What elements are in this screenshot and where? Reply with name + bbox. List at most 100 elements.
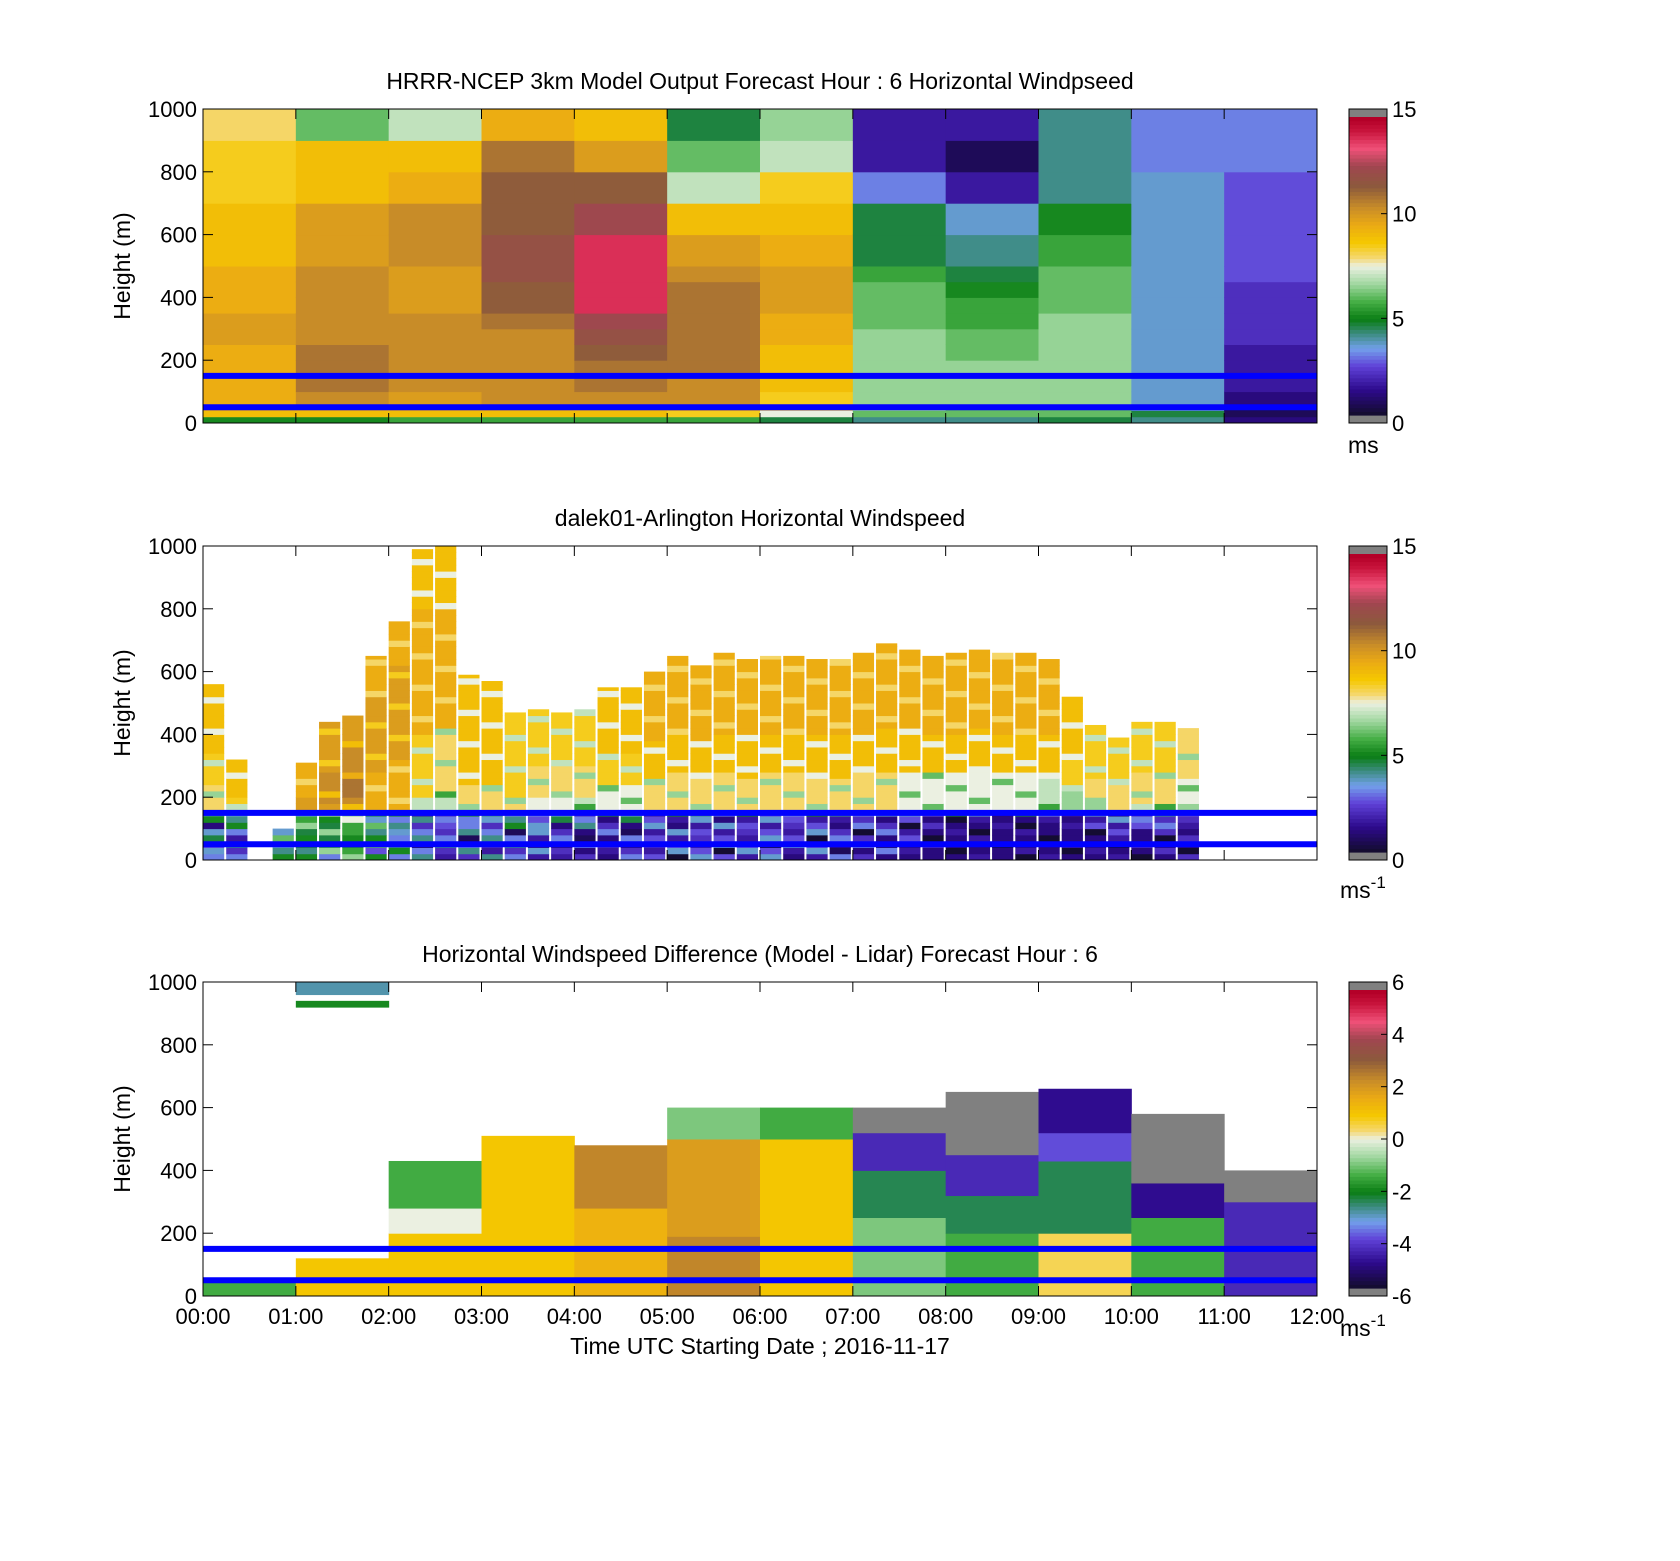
heatmap-cell	[527, 784, 550, 792]
heatmap-cell	[945, 772, 967, 779]
heatmap-cell	[968, 652, 991, 660]
colorbar-segment	[1349, 1146, 1387, 1151]
heatmap-cell	[1084, 822, 1107, 830]
heatmap-cell	[783, 728, 805, 735]
heatmap-cell	[829, 759, 851, 767]
heatmap-cell	[690, 797, 712, 804]
heatmap-cell	[1038, 109, 1132, 141]
heatmap-cell	[760, 375, 854, 393]
colorbar-segment	[1349, 143, 1387, 148]
heatmap-cell	[435, 621, 457, 629]
heatmap-cell	[992, 853, 1014, 861]
heatmap-cell	[968, 671, 991, 679]
heatmap-cell	[226, 853, 248, 861]
heatmap-cell	[783, 677, 805, 685]
heatmap-cell	[876, 790, 898, 798]
heatmap-cell	[1015, 803, 1037, 811]
heatmap-cell	[1038, 344, 1132, 361]
heatmap-cell	[1131, 266, 1225, 283]
heatmap-cell	[713, 659, 735, 666]
heatmap-cell	[1038, 822, 1060, 830]
heatmap-cell	[1131, 778, 1153, 786]
heatmap-cell	[1154, 721, 1176, 729]
colorbar-unit: ms-1	[1340, 873, 1386, 903]
heatmap-cell	[1038, 746, 1060, 754]
colorbar-segment	[1349, 576, 1387, 581]
heatmap-cell	[1131, 797, 1153, 804]
heatmap-cell	[713, 822, 735, 830]
colorbar-segment	[1349, 198, 1387, 204]
heatmap-cell	[968, 684, 991, 691]
heatmap-cell	[365, 703, 387, 710]
heatmap-cell	[1131, 328, 1225, 345]
heatmap-cell	[411, 728, 434, 735]
heatmap-cell	[435, 803, 457, 811]
heatmap-cell	[226, 803, 248, 811]
heatmap-cell	[852, 140, 947, 173]
heatmap-cell	[620, 784, 642, 792]
heatmap-cell	[365, 671, 387, 679]
heatmap-cell	[783, 703, 805, 710]
colorbar-segment	[1349, 736, 1387, 741]
heatmap-cell	[365, 746, 387, 754]
heatmap-cell	[319, 784, 341, 792]
heatmap-cell	[1038, 140, 1132, 173]
heatmap-cell	[760, 816, 782, 823]
heatmap-cell	[876, 853, 898, 861]
heatmap-cell	[736, 734, 758, 742]
colorbar-segment	[1349, 721, 1387, 726]
heatmap-cell	[597, 790, 619, 798]
heatmap-cell	[899, 790, 921, 798]
heatmap-cell	[876, 715, 898, 723]
heatmap-cell	[945, 803, 967, 811]
heatmap-cell	[760, 203, 854, 236]
colorbar-segment	[1349, 1057, 1387, 1062]
heatmap-cell	[643, 740, 666, 748]
heatmap-cell	[667, 109, 761, 141]
heatmap-cell	[411, 816, 434, 823]
heatmap-cell	[829, 690, 851, 698]
heatmap-cell	[551, 765, 573, 773]
heatmap-cell	[1154, 797, 1176, 804]
heatmap-cell	[945, 360, 1039, 377]
heatmap-cell	[597, 715, 619, 723]
heatmap-cell	[295, 772, 318, 779]
heatmap-cell	[760, 266, 854, 283]
heatmap-cell	[760, 344, 854, 361]
colorbar-segment	[1349, 359, 1387, 364]
heatmap-cell	[295, 828, 318, 836]
heatmap-cell	[1015, 696, 1037, 704]
heatmap-cell	[876, 721, 898, 729]
heatmap-cell	[1131, 734, 1153, 742]
colorbar-segment	[1349, 624, 1387, 630]
heatmap-cell	[1177, 834, 1199, 842]
heatmap-cell	[806, 659, 828, 666]
heatmap-cell	[667, 728, 689, 735]
heatmap-cell	[667, 416, 761, 424]
heatmap-cell	[504, 734, 526, 742]
heatmap-cell	[1015, 652, 1037, 660]
colorbar-segment	[1349, 632, 1387, 637]
heatmap-cell	[643, 734, 666, 742]
heatmap-cell	[1061, 740, 1083, 748]
colorbar-segment	[1349, 1135, 1387, 1140]
heatmap-cell	[690, 853, 712, 861]
colorbar-segment	[1349, 247, 1387, 252]
heatmap-cell	[342, 784, 364, 792]
colorbar-segment	[1349, 1243, 1387, 1248]
heatmap-cell	[527, 721, 550, 729]
heatmap-cell	[899, 734, 921, 742]
colorbar-segment	[1349, 1224, 1387, 1229]
heatmap-cell	[574, 721, 596, 729]
heatmap-cell	[643, 684, 666, 691]
heatmap-cell	[667, 655, 689, 660]
colorbar-segment	[1349, 684, 1387, 689]
colorbar-segment	[1349, 262, 1387, 267]
colorbar-segment	[1349, 829, 1387, 834]
heatmap-cell	[968, 828, 991, 836]
heatmap-cell	[1084, 784, 1107, 792]
heatmap-cell	[643, 797, 666, 804]
heatmap-cell	[760, 778, 782, 786]
heatmap-cell	[643, 834, 666, 842]
